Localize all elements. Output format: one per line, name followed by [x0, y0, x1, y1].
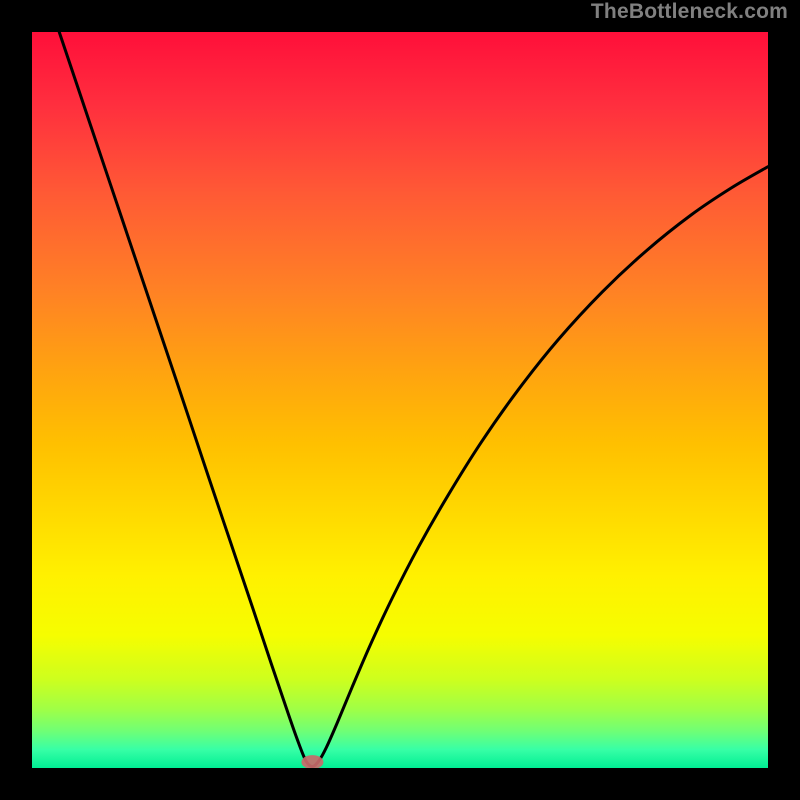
chart-canvas: TheBottleneck.com — [0, 0, 800, 800]
watermark-label: TheBottleneck.com — [591, 0, 788, 24]
plot-area — [32, 32, 768, 768]
optimal-marker — [32, 32, 768, 768]
